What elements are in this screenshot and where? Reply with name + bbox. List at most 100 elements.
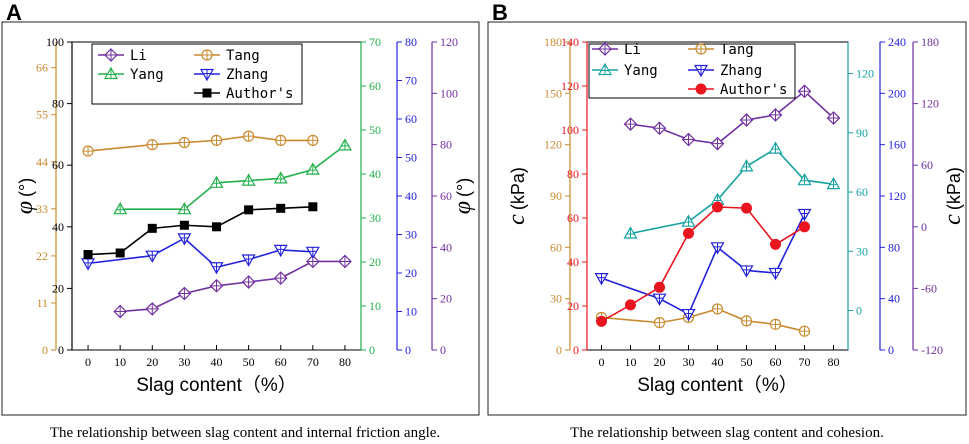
y-tick-label-main: 40 xyxy=(52,220,64,234)
x-tick-label: 70 xyxy=(799,355,811,369)
y-tick-label-tang: 66 xyxy=(36,61,48,75)
data-point xyxy=(826,111,841,125)
legend-marker xyxy=(199,68,215,82)
y-tick-label-li: 20 xyxy=(440,292,452,306)
y-axis-title-right: c(kPa) xyxy=(940,167,966,225)
y-tick-label-li: 40 xyxy=(440,240,452,254)
y-tick-label-tang: 44 xyxy=(36,155,48,169)
y-tick-label-zhang: 240 xyxy=(888,35,906,49)
y-tick-label-zhang: 20 xyxy=(405,266,417,280)
y-tick-label-yang: 30 xyxy=(856,244,868,258)
x-tick-label: 30 xyxy=(683,355,695,369)
data-point xyxy=(739,265,754,278)
legend-item: Zhang xyxy=(688,63,762,79)
data-point xyxy=(82,145,94,157)
y-tick-label-main: 40 xyxy=(567,255,579,269)
data-point xyxy=(209,175,224,188)
series-line xyxy=(120,144,346,210)
data-point xyxy=(654,281,665,293)
data-point xyxy=(681,308,696,322)
data-point xyxy=(81,258,96,271)
legend-item: Li xyxy=(592,42,641,58)
y-tick-label-yang: 50 xyxy=(369,123,381,137)
y-tick-label-main: 100 xyxy=(561,123,579,137)
legend: Li Tang Yang Zhang Author's xyxy=(91,43,303,105)
data-point xyxy=(623,117,638,131)
caption-b: The relationship between slag content an… xyxy=(570,425,884,441)
legend-label: Yang xyxy=(130,67,164,83)
legend-label: Tang xyxy=(226,48,260,64)
data-point xyxy=(740,315,753,327)
legend-marker xyxy=(597,62,613,76)
legend-label: Author's xyxy=(720,82,787,98)
x-tick-label: 50 xyxy=(243,355,255,369)
legend-marker xyxy=(104,48,118,62)
y-tick-label-yang: 70 xyxy=(369,35,381,49)
data-point xyxy=(178,136,190,149)
data-point xyxy=(711,303,724,315)
series-li xyxy=(113,254,352,319)
data-point xyxy=(337,138,352,151)
y-tick-label-zhang: 120 xyxy=(888,189,906,203)
y-tick-label-main: 60 xyxy=(567,211,579,225)
data-point xyxy=(275,134,287,146)
caption-a: The relationship between slag content an… xyxy=(50,425,440,441)
y-tick-label-yang: 0 xyxy=(856,304,862,318)
legend-label: Tang xyxy=(720,42,754,58)
legend-label: Zhang xyxy=(226,67,268,83)
legend-label: Author's xyxy=(226,86,293,102)
y-tick-label-tang: 60 xyxy=(550,240,562,254)
y-tick-label-yang: 60 xyxy=(369,79,381,93)
y-tick-label-li: -120 xyxy=(921,343,943,357)
y-tick-label-tang: 120 xyxy=(544,138,562,152)
data-point xyxy=(177,233,192,246)
x-axis-title: Slag content（%） xyxy=(637,374,798,396)
legend-label: Li xyxy=(624,42,641,58)
legend-item: Zhang xyxy=(194,67,268,83)
data-point xyxy=(241,173,256,186)
data-point xyxy=(305,162,320,175)
series-line xyxy=(88,205,313,256)
data-point xyxy=(307,134,319,146)
legend-item: Tang xyxy=(194,48,260,64)
panel-frame xyxy=(1,21,480,416)
data-point xyxy=(177,201,192,215)
y-tick-label-tang: 33 xyxy=(36,202,48,216)
legend-marker xyxy=(695,83,707,95)
data-point xyxy=(210,134,223,146)
y-axis-title-right: φ(°) xyxy=(450,178,476,214)
data-point xyxy=(797,84,812,99)
y-tick-label-yang: 20 xyxy=(369,255,381,269)
y-tick-label-main: 0 xyxy=(573,343,579,357)
x-tick-label: 0 xyxy=(599,355,605,369)
panel-letter: B xyxy=(492,0,508,25)
series-line xyxy=(120,260,345,313)
data-point xyxy=(710,136,725,151)
x-tick-label: 80 xyxy=(828,355,840,369)
legend-item: Yang xyxy=(592,62,658,79)
data-point xyxy=(273,271,288,285)
data-point xyxy=(653,317,666,329)
legend-item: Author's xyxy=(688,82,787,98)
y-tick-label-li: -60 xyxy=(921,281,937,295)
y-tick-label-main: 80 xyxy=(567,167,579,181)
legend: Li Tang Yang Zhang Author's xyxy=(588,42,796,99)
y-tick-label-zhang: 50 xyxy=(405,151,417,165)
y-tick-label-yang: 10 xyxy=(369,299,381,313)
x-tick-label: 40 xyxy=(712,355,724,369)
y-tick-label-yang: 30 xyxy=(369,211,381,225)
legend-marker xyxy=(201,49,213,61)
data-point xyxy=(308,202,318,212)
data-point xyxy=(596,315,607,327)
y-tick-label-main: 20 xyxy=(52,281,64,295)
data-point xyxy=(305,246,320,260)
legend-item: Yang xyxy=(98,66,164,83)
data-point xyxy=(710,242,725,255)
y-tick-label-tang: 150 xyxy=(544,86,562,100)
y-axis-title-left: c(kPa) xyxy=(504,167,530,225)
legend-item: Tang xyxy=(688,42,754,58)
data-point xyxy=(770,238,781,250)
y-tick-label-zhang: 40 xyxy=(888,292,900,306)
x-tick-label: 20 xyxy=(146,355,158,369)
x-tick-label: 60 xyxy=(275,355,287,369)
